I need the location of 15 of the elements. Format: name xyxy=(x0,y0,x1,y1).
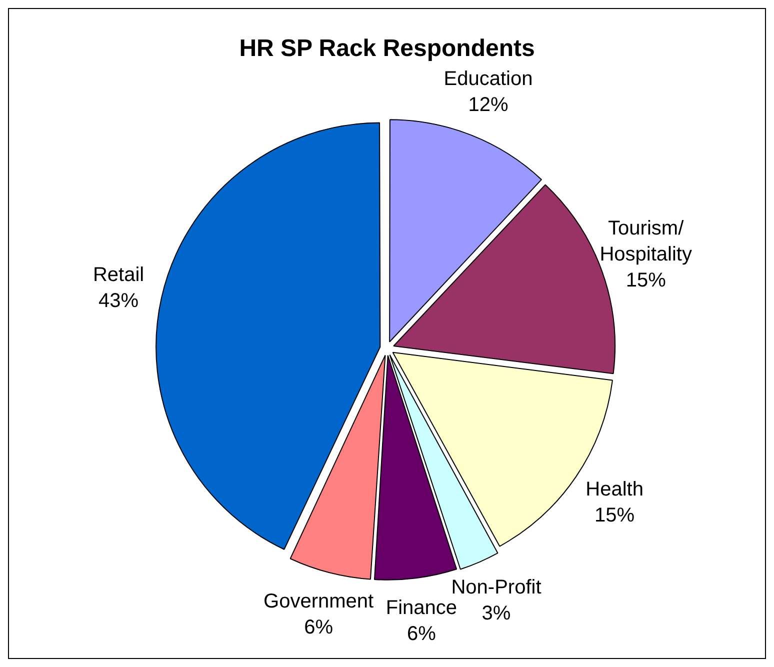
slice-label: Tourism/Hospitality xyxy=(600,218,692,266)
data-label: 43% xyxy=(98,290,139,312)
slice-label: Government xyxy=(264,590,374,612)
data-label: 12% xyxy=(468,94,508,116)
data-label: 3% xyxy=(482,602,511,624)
data-label: 15% xyxy=(626,270,666,292)
slice-label: Health xyxy=(586,478,644,501)
chart-title: HR SP Rack Respondents xyxy=(239,35,535,62)
data-label: 6% xyxy=(304,616,334,638)
slice-label: Retail xyxy=(92,264,144,286)
data-label: 15% xyxy=(594,504,635,527)
slice-label: Education xyxy=(444,68,533,90)
slice-label: Finance xyxy=(386,596,458,619)
data-label: 6% xyxy=(407,622,436,645)
slice-label: Non-Profit xyxy=(451,576,542,598)
